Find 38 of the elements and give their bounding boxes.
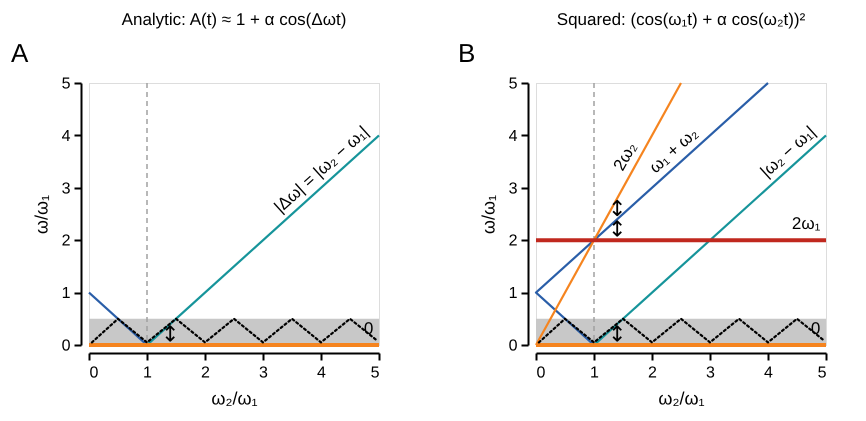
x-tick-label: 4 [317, 364, 326, 382]
x-tick-label: 2 [648, 364, 658, 382]
y-tick-label: 5 [508, 76, 518, 92]
chart-title: Analytic: A(t) ≈ 1 + α cos(Δωt) [122, 10, 346, 29]
y-tick-label: 4 [508, 128, 518, 145]
chart-title: Squared: (cos(ω₁t) + α cos(ω₂t))² [556, 10, 806, 29]
y-tick-label: 0 [508, 338, 518, 354]
annotation: ↕ [608, 322, 626, 348]
text: A [11, 38, 29, 68]
x-tick-label: 3 [706, 364, 716, 382]
y-tick-label: 2 [508, 232, 518, 250]
x-tick-label: 0 [536, 364, 546, 382]
y-tick-label: 0 [62, 338, 71, 354]
y-axis-title: ω/ω₁ [32, 194, 52, 234]
y-tick-label: 4 [62, 128, 71, 145]
x-tick-label: 3 [259, 364, 268, 382]
y-tick-label: 3 [508, 180, 518, 198]
y-tick-label: 1 [62, 285, 71, 302]
y-tick-label: 5 [62, 76, 71, 92]
annotation: ↕ [160, 322, 180, 348]
text: ω₁ + ω₂ [645, 124, 702, 177]
y-tick-label: 3 [62, 180, 71, 198]
y-tick-label: 1 [508, 285, 518, 302]
y-tick-label: 2 [62, 232, 71, 250]
x-axis-title: ω₂/ω₁ [658, 388, 705, 408]
x-tick-label: 5 [370, 364, 380, 382]
x-tick-label: 4 [764, 364, 774, 382]
x-tick-label: 2 [201, 364, 210, 382]
text: 2ω₂ [610, 138, 640, 174]
x-axis-title: ω₂/ω₁ [211, 388, 258, 408]
text: |ω₂ − ω₁| [756, 122, 820, 182]
x-tick-label: 1 [143, 364, 152, 382]
text: B [458, 38, 476, 68]
series-label: 2ω₁ [792, 214, 821, 234]
y-axis-title: ω/ω₁ [478, 194, 499, 234]
x-tick-label: 1 [590, 364, 600, 382]
x-tick-label: 0 [90, 364, 98, 382]
x-tick-label: 5 [818, 364, 827, 382]
